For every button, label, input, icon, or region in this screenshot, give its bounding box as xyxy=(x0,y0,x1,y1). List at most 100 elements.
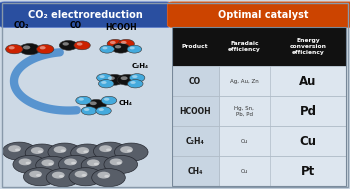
Text: Cu: Cu xyxy=(299,135,316,148)
Circle shape xyxy=(100,45,114,53)
Circle shape xyxy=(37,44,54,54)
Text: C₂H₄: C₂H₄ xyxy=(186,137,204,146)
Circle shape xyxy=(38,150,43,153)
FancyBboxPatch shape xyxy=(172,27,346,66)
Text: Cu: Cu xyxy=(241,139,248,144)
Circle shape xyxy=(23,168,57,186)
Circle shape xyxy=(130,81,136,84)
FancyBboxPatch shape xyxy=(172,96,346,126)
Circle shape xyxy=(110,41,116,44)
Text: Optimal catalyst: Optimal catalyst xyxy=(218,10,309,20)
Text: Energy
conversion
efficiency: Energy conversion efficiency xyxy=(289,38,327,55)
Circle shape xyxy=(117,162,121,164)
Circle shape xyxy=(25,144,59,162)
Text: Au: Au xyxy=(299,75,317,88)
Circle shape xyxy=(76,96,91,105)
Circle shape xyxy=(9,46,15,49)
Circle shape xyxy=(101,96,117,105)
Circle shape xyxy=(31,147,44,154)
Circle shape xyxy=(77,43,83,46)
Circle shape xyxy=(117,74,137,85)
FancyBboxPatch shape xyxy=(172,66,218,96)
FancyBboxPatch shape xyxy=(172,66,346,96)
Circle shape xyxy=(127,45,142,53)
Circle shape xyxy=(83,150,88,153)
Circle shape xyxy=(130,47,135,49)
Circle shape xyxy=(26,162,30,164)
Circle shape xyxy=(108,76,115,80)
Circle shape xyxy=(19,158,32,165)
Circle shape xyxy=(75,171,88,178)
FancyBboxPatch shape xyxy=(0,2,172,27)
Text: CO: CO xyxy=(189,77,201,86)
Circle shape xyxy=(71,162,76,164)
Circle shape xyxy=(78,98,84,101)
Text: Hg, Sn,
Pb, Pd: Hg, Sn, Pb, Pd xyxy=(234,106,254,117)
Circle shape xyxy=(104,98,110,101)
Circle shape xyxy=(19,43,40,55)
Circle shape xyxy=(58,155,92,174)
Circle shape xyxy=(101,81,107,84)
FancyBboxPatch shape xyxy=(167,2,350,27)
FancyBboxPatch shape xyxy=(2,3,171,187)
Circle shape xyxy=(132,75,138,78)
Circle shape xyxy=(6,44,23,54)
Circle shape xyxy=(90,101,97,105)
Circle shape xyxy=(48,143,82,161)
Circle shape xyxy=(74,41,90,50)
Circle shape xyxy=(127,149,132,152)
Circle shape xyxy=(127,80,143,88)
Circle shape xyxy=(63,42,69,46)
Text: Faradaic
efficiency: Faradaic efficiency xyxy=(228,41,261,52)
Circle shape xyxy=(48,163,53,165)
Circle shape xyxy=(29,171,42,178)
Circle shape xyxy=(98,108,104,111)
Circle shape xyxy=(104,74,124,85)
Circle shape xyxy=(23,46,30,49)
Circle shape xyxy=(46,169,80,187)
Circle shape xyxy=(40,46,46,49)
Text: CO: CO xyxy=(69,21,81,30)
Text: Cu: Cu xyxy=(241,169,248,174)
Circle shape xyxy=(15,149,20,151)
Circle shape xyxy=(106,149,111,151)
Circle shape xyxy=(8,145,21,152)
Text: CH₄: CH₄ xyxy=(187,167,203,176)
Text: CO₂: CO₂ xyxy=(13,21,29,30)
Circle shape xyxy=(121,76,128,80)
Circle shape xyxy=(104,175,109,178)
Circle shape xyxy=(59,175,64,178)
Circle shape xyxy=(59,40,77,50)
Circle shape xyxy=(102,47,107,49)
Circle shape xyxy=(120,146,133,153)
Circle shape xyxy=(114,143,148,161)
Circle shape xyxy=(71,144,104,162)
Circle shape xyxy=(112,43,130,53)
Circle shape xyxy=(115,45,121,48)
Circle shape xyxy=(76,147,89,154)
Circle shape xyxy=(41,159,54,166)
Text: Pt: Pt xyxy=(301,165,315,178)
Circle shape xyxy=(118,39,134,48)
Text: CH₄: CH₄ xyxy=(119,100,133,106)
Circle shape xyxy=(61,149,65,152)
Circle shape xyxy=(107,39,124,48)
FancyBboxPatch shape xyxy=(172,126,346,156)
Circle shape xyxy=(64,158,77,165)
FancyBboxPatch shape xyxy=(171,3,348,187)
FancyBboxPatch shape xyxy=(172,96,218,126)
Circle shape xyxy=(96,107,111,115)
Text: Product: Product xyxy=(182,44,208,49)
Circle shape xyxy=(93,142,127,160)
Circle shape xyxy=(87,159,100,166)
Text: Ag, Au, Zn: Ag, Au, Zn xyxy=(230,79,259,84)
Circle shape xyxy=(84,108,89,111)
Circle shape xyxy=(97,172,110,179)
Circle shape xyxy=(110,158,122,165)
FancyBboxPatch shape xyxy=(172,126,218,156)
FancyBboxPatch shape xyxy=(172,156,346,186)
Circle shape xyxy=(99,145,112,152)
Circle shape xyxy=(36,174,41,177)
Circle shape xyxy=(94,163,99,165)
Circle shape xyxy=(97,74,112,82)
